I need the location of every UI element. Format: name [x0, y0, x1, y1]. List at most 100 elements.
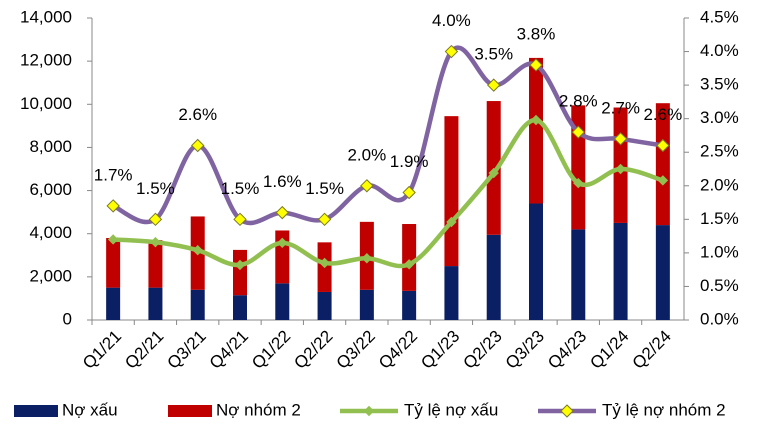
bar	[571, 229, 586, 320]
x-tick-label: Q2/21	[121, 327, 167, 373]
bar	[444, 116, 459, 267]
marker	[106, 199, 120, 213]
bar	[486, 234, 501, 320]
marker	[150, 236, 161, 248]
bar	[148, 240, 163, 288]
y2-tick-label: 3.0%	[700, 108, 739, 127]
data-label: 1.5%	[136, 179, 175, 198]
x-tick-label: Q3/23	[502, 327, 548, 373]
marker	[402, 185, 416, 200]
x-tick-label: Q3/22	[333, 327, 379, 373]
marker	[319, 257, 330, 269]
marker	[277, 237, 288, 249]
marker	[192, 244, 203, 256]
x-tick-label: Q1/23	[417, 327, 463, 373]
data-label: 1.5%	[305, 179, 344, 198]
bar	[317, 291, 332, 320]
bar	[444, 266, 459, 320]
x-tick-label: Q2/24	[629, 327, 675, 373]
marker	[446, 216, 457, 228]
y2-tick-label: 2.5%	[700, 142, 739, 161]
data-label: 1.5%	[221, 179, 260, 198]
marker	[573, 177, 584, 189]
y-tick-label: 2,000	[29, 266, 72, 285]
y-tick-label: 14,000	[20, 7, 72, 26]
bar	[529, 57, 543, 204]
legend-swatch	[168, 405, 212, 417]
line	[113, 117, 664, 269]
marker	[615, 163, 626, 175]
marker	[488, 167, 499, 179]
marker	[657, 175, 669, 186]
bar	[233, 249, 247, 296]
bar	[402, 290, 417, 320]
legend-label: Nợ xấu	[62, 400, 118, 419]
marker	[530, 114, 542, 126]
x-tick-label: Q4/22	[375, 327, 421, 373]
marker	[361, 253, 373, 264]
marker	[317, 212, 332, 227]
bar	[233, 295, 247, 320]
x-tick-label: Q1/24	[586, 327, 632, 373]
data-label: 3.5%	[474, 45, 513, 64]
y2-tick-label: 3.5%	[700, 75, 739, 94]
marker	[191, 138, 205, 153]
x-tick-label: Q2/23	[460, 327, 506, 373]
y2-tick-label: 4.0%	[700, 41, 739, 60]
marker	[148, 212, 163, 227]
x-tick-label: Q2/22	[290, 327, 336, 373]
data-label: 3.8%	[517, 24, 556, 43]
y-tick-label: 6,000	[29, 180, 72, 199]
marker	[529, 58, 543, 72]
marker	[107, 234, 119, 245]
bar	[529, 203, 543, 320]
legend-marker	[363, 405, 375, 417]
bar	[402, 224, 417, 291]
legend-label: Tỷ lệ nợ nhóm 2	[602, 400, 726, 419]
y2-tick-label: 1.5%	[700, 209, 739, 228]
data-label: 1.6%	[263, 172, 302, 191]
marker	[234, 259, 246, 271]
marker	[233, 212, 247, 227]
data-label: 2.8%	[559, 92, 598, 111]
legend-label: Tỷ lệ nợ xấu	[404, 400, 498, 419]
x-tick-label: Q1/22	[248, 327, 294, 373]
y2-tick-label: 0.5%	[700, 276, 739, 295]
bar	[655, 103, 670, 226]
marker	[403, 259, 415, 270]
y-tick-label: 8,000	[29, 137, 72, 156]
y2-tick-label: 2.0%	[700, 175, 739, 194]
bar	[106, 238, 121, 288]
bar	[613, 222, 628, 320]
bar	[106, 287, 121, 320]
y-tick-label: 0	[63, 309, 72, 328]
marker	[275, 205, 289, 220]
x-tick-label: Q4/21	[206, 327, 252, 373]
bar	[190, 289, 205, 320]
legend-label: Nợ nhóm 2	[216, 400, 301, 419]
marker	[444, 44, 459, 59]
x-tick-label: Q4/23	[544, 327, 590, 373]
data-label: 2.6%	[178, 105, 217, 124]
x-tick-label: Q3/21	[164, 327, 210, 373]
data-label: 4.0%	[432, 11, 471, 30]
marker	[613, 132, 628, 146]
bar	[655, 225, 670, 320]
y-tick-label: 4,000	[29, 223, 72, 242]
marker	[360, 179, 374, 193]
data-label: 2.6%	[643, 105, 682, 124]
y2-tick-label: 1.0%	[700, 242, 739, 261]
marker	[487, 78, 501, 92]
legend-marker	[560, 404, 574, 418]
y-tick-label: 10,000	[20, 94, 72, 113]
y2-tick-label: 0.0%	[700, 309, 739, 328]
data-label: 2.7%	[601, 98, 640, 117]
bar	[359, 289, 374, 320]
marker	[656, 138, 670, 153]
bar	[275, 283, 290, 320]
bar	[148, 287, 163, 320]
x-tick-label: Q1/21	[79, 327, 125, 373]
data-label: 1.7%	[94, 165, 133, 184]
y-tick-label: 12,000	[20, 51, 72, 70]
